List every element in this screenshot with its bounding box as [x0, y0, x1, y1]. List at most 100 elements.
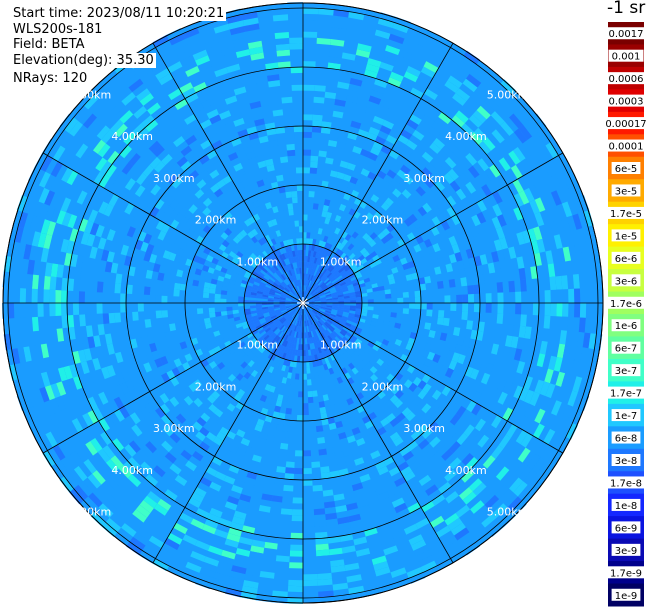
ppi-gate [267, 246, 274, 254]
ppi-gate [50, 161, 63, 178]
ppi-gate [477, 434, 490, 448]
ppi-gate [8, 303, 15, 319]
ppi-gate [361, 306, 368, 310]
ppi-gate [272, 273, 278, 280]
ppi-gate [161, 153, 173, 166]
ppi-gate [426, 296, 433, 303]
ppi-gate [274, 362, 280, 370]
ppi-gate [283, 272, 289, 279]
ppi-gate [291, 402, 298, 410]
ppi-gate [270, 251, 277, 259]
ppi-gate [206, 377, 216, 386]
ppi-gate [185, 92, 199, 104]
ppi-gate [432, 137, 446, 150]
ppi-gate [318, 150, 327, 158]
ppi-gate [287, 591, 303, 598]
ppi-gate [534, 379, 545, 394]
ppi-gate [228, 250, 237, 259]
ppi-gate [270, 325, 277, 331]
ppi-gate [317, 312, 323, 317]
ppi-gate [263, 325, 270, 331]
ppi-gate [392, 436, 404, 447]
ppi-gate [173, 522, 188, 535]
ppi-gate [510, 336, 519, 349]
ppi-gate [254, 424, 263, 433]
ppi-gate [561, 201, 573, 218]
ppi-gate [304, 261, 308, 268]
ppi-gate [235, 49, 251, 58]
ppi-gate [171, 38, 188, 51]
ppi-gate [421, 114, 435, 127]
ppi-gate [82, 113, 97, 129]
ppi-gate [386, 134, 398, 145]
ppi-gate [389, 431, 401, 442]
center-marker [298, 298, 304, 304]
ppi-gate [87, 473, 102, 489]
ppi-gate [523, 187, 535, 203]
ppi-gate [292, 238, 297, 245]
ppi-gate [317, 327, 323, 334]
ppi-gate [279, 260, 285, 268]
ppi-gate [252, 429, 262, 438]
ppi-gate [332, 378, 339, 386]
ppi-gate [251, 491, 263, 500]
ppi-gate [307, 256, 311, 263]
ppi-gate [272, 283, 279, 289]
ppi-gate [428, 421, 439, 433]
ppi-gate [322, 323, 329, 330]
ppi-gate [549, 220, 560, 236]
ppi-gate [247, 255, 255, 263]
ppi-gate [460, 319, 468, 329]
ppi-gate [350, 303, 357, 306]
ppi-gate [220, 267, 228, 274]
ppi-gate [259, 252, 266, 260]
ppi-gate [135, 219, 146, 232]
ppi-gate [315, 239, 320, 247]
ppi-gate [189, 266, 197, 274]
ppi-gate [318, 401, 326, 408]
ppi-gate [467, 294, 475, 303]
ppi-gate [257, 238, 265, 246]
ppi-gate [106, 343, 115, 355]
ppi-gate [224, 538, 239, 549]
ppi-gate [285, 301, 292, 303]
ppi-gate [434, 116, 448, 129]
ppi-gate [84, 291, 91, 303]
ppi-gate [342, 448, 353, 457]
ppi-gate [350, 264, 358, 271]
ppi-gate [469, 131, 483, 146]
ppi-gate [165, 468, 179, 480]
ppi-gate [228, 347, 237, 356]
ppi-gate [161, 543, 178, 556]
ppi-gate [313, 329, 318, 337]
ppi-gate [286, 239, 291, 247]
ppi-gate [284, 334, 289, 341]
ppi-gate [407, 285, 415, 292]
ppi-gate [451, 214, 461, 226]
ppi-gate [327, 139, 338, 148]
ppi-gate [236, 251, 244, 258]
ppi-gate [103, 203, 114, 217]
ppi-gate [336, 376, 344, 384]
ppi-gate [568, 288, 575, 303]
ppi-gate [311, 220, 316, 228]
ppi-gate [367, 299, 374, 303]
ppi-gate [493, 261, 502, 273]
ppi-gate [185, 134, 197, 146]
ppi-gate [316, 279, 322, 285]
ppi-gate [305, 344, 308, 351]
ppi-gate [450, 303, 457, 312]
start-time-label: Start time: 2023/08/11 10:20:21 [11, 6, 227, 21]
ppi-gate [243, 145, 254, 155]
ppi-gate [226, 495, 240, 506]
ppi-gate [345, 322, 352, 328]
ppi-gate [19, 288, 27, 303]
ppi-gate [550, 303, 557, 317]
ppi-gate [455, 88, 471, 102]
ppi-gate [349, 294, 356, 299]
ppi-gate [251, 58, 266, 67]
ppi-gate [479, 293, 486, 303]
ppi-gate [209, 283, 217, 290]
ppi-gate [176, 247, 185, 257]
ppi-gate [290, 317, 295, 324]
